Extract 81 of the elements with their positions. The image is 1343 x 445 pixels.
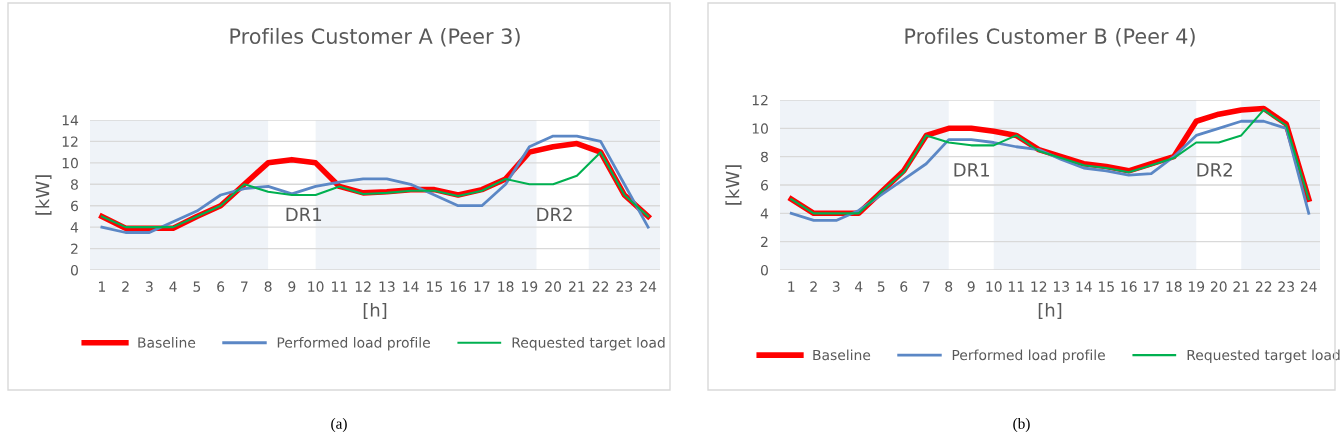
- x-tick-label: 12: [1031, 281, 1047, 292]
- x-tick-label: 2: [810, 281, 817, 292]
- x-tick-label: 6: [217, 281, 225, 292]
- x-tick-label: 16: [1121, 281, 1137, 292]
- legend-label: Performed load profile: [277, 337, 430, 351]
- x-tick-label: 13: [379, 281, 395, 292]
- y-tick-label: 10: [752, 123, 768, 134]
- x-tick-label: 24: [1300, 281, 1317, 292]
- legend-label: Baseline: [138, 337, 196, 348]
- y-tick-label: 2: [761, 236, 768, 247]
- x-tick-label: 12: [355, 281, 371, 292]
- x-tick-label: 18: [1166, 281, 1182, 292]
- x-tick-label: 16: [450, 281, 467, 292]
- x-tick-label: 15: [427, 281, 442, 292]
- x-tick-label: 20: [545, 281, 562, 292]
- x-tick-label: 11: [1008, 281, 1024, 292]
- x-tick-label: 18: [498, 281, 514, 292]
- x-tick-label: 2: [122, 281, 129, 292]
- y-tick-label: 4: [760, 208, 769, 219]
- x-tick-label: 19: [1188, 281, 1205, 292]
- x-tick-label: 14: [403, 281, 419, 292]
- x-tick-label: 4: [855, 281, 863, 292]
- y-tick-label: 2: [71, 243, 78, 254]
- x-tick-label: 21: [1233, 281, 1249, 292]
- annotation: DR1: [286, 207, 322, 221]
- legend-label: Baseline: [813, 349, 871, 361]
- legend-label: Requested target load: [512, 337, 665, 351]
- y-axis-title: [kW]: [35, 175, 52, 215]
- x-tick-label: 11: [332, 281, 347, 292]
- x-tick-label: 23: [1278, 281, 1294, 292]
- x-tick-label: 17: [1143, 281, 1159, 292]
- x-tick-label: 23: [616, 281, 633, 292]
- x-axis-title: [h]: [1038, 302, 1062, 319]
- x-tick-label: 14: [1076, 281, 1092, 292]
- y-tick-label: 10: [62, 157, 78, 169]
- x-tick-label: 9: [967, 281, 975, 292]
- y-tick-label: 4: [70, 222, 79, 233]
- y-tick-label: 12: [752, 94, 768, 106]
- x-tick-label: 7: [241, 281, 248, 292]
- x-tick-label: 20: [1210, 281, 1227, 292]
- x-tick-label: 22: [1255, 281, 1272, 292]
- y-tick-label: 8: [760, 151, 768, 163]
- annotation: DR1: [954, 163, 989, 177]
- x-tick-label: 5: [193, 281, 201, 292]
- x-tick-label: 8: [945, 281, 953, 292]
- x-tick-label: 4: [169, 281, 177, 292]
- x-tick-label: 10: [986, 281, 1002, 292]
- x-tick-label: 3: [832, 281, 840, 292]
- chart-title: Profiles Customer B (Peer 4): [905, 27, 1195, 47]
- x-tick-label: 6: [900, 281, 908, 292]
- x-tick-label: 22: [592, 281, 609, 292]
- y-tick-label: 12: [62, 136, 78, 147]
- y-axis-title: [kW]: [725, 165, 742, 205]
- x-tick-label: 8: [264, 281, 272, 292]
- x-tick-label: 9: [288, 281, 296, 292]
- x-tick-label: 10: [308, 281, 324, 292]
- y-tick-label: 14: [62, 115, 79, 126]
- x-tick-label: 13: [1053, 281, 1069, 292]
- x-tick-label: 19: [522, 281, 538, 292]
- x-tick-label: 17: [474, 281, 490, 292]
- y-tick-label: 8: [70, 179, 78, 190]
- text: (b): [1013, 418, 1030, 432]
- annotation: DR2: [1197, 162, 1232, 177]
- legend-label: Performed load profile: [952, 349, 1105, 363]
- y-tick-label: 0: [760, 264, 768, 276]
- x-tick-label: 1: [98, 281, 106, 292]
- x-tick-label: 7: [922, 281, 930, 292]
- y-tick-label: 6: [761, 179, 769, 191]
- x-tick-label: 15: [1098, 281, 1114, 292]
- x-tick-label: 1: [788, 281, 795, 292]
- x-tick-label: 24: [640, 281, 657, 292]
- legend-label: Requested target load: [1187, 349, 1340, 363]
- text: (a): [331, 418, 347, 432]
- x-tick-label: 21: [569, 281, 585, 292]
- annotation: DR2: [537, 207, 572, 221]
- y-tick-label: 6: [71, 200, 79, 212]
- x-axis-title: [h]: [363, 302, 387, 319]
- x-tick-label: 3: [146, 281, 153, 292]
- y-tick-label: 0: [70, 264, 78, 276]
- chart-title: Profiles Customer A (Peer 3): [230, 27, 520, 47]
- x-tick-label: 5: [877, 281, 885, 292]
